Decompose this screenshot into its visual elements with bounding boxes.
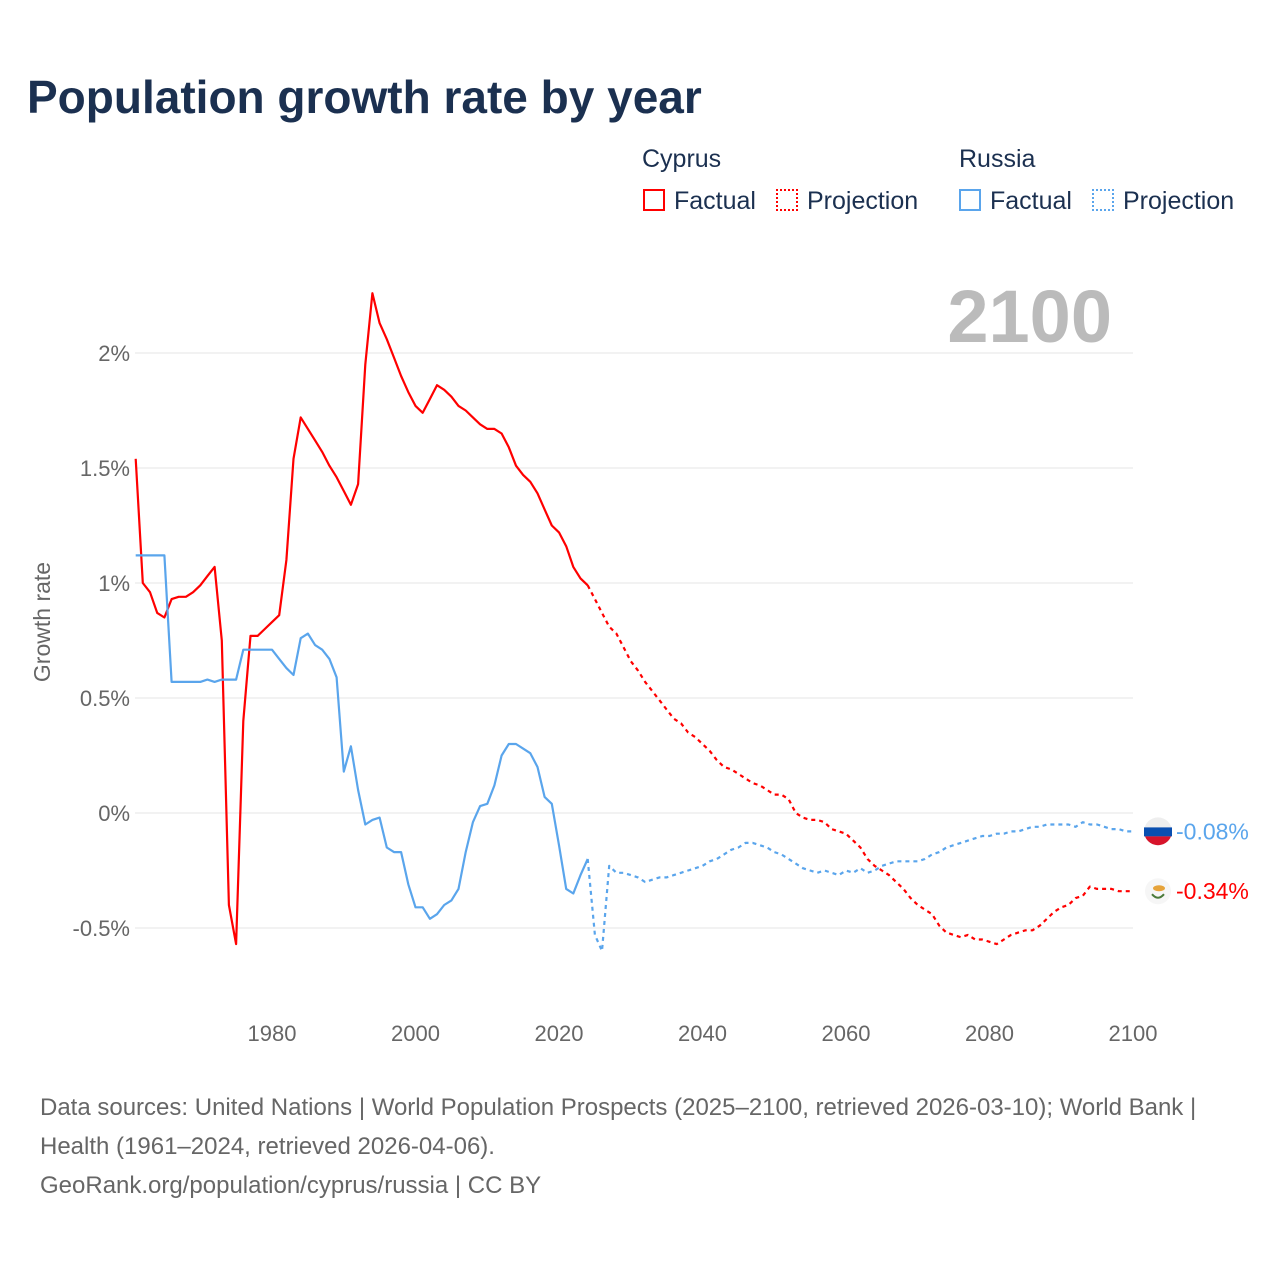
y-axis-label: Growth rate [29, 562, 55, 682]
x-tick-label: 2020 [535, 1021, 584, 1046]
x-tick-label: 2060 [822, 1021, 871, 1046]
legend-swatch-russia-projection [1092, 189, 1114, 211]
legend-cyprus-heading: Cyprus [642, 145, 722, 173]
y-tick-label: 0% [98, 801, 130, 826]
x-tick-label: 2080 [965, 1021, 1014, 1046]
x-tick-label: 1980 [248, 1021, 297, 1046]
plot-area: 2% 1.5% 1% 0.5% 0% -0.5% 1980 2000 2020 2040 2060 2… [29, 275, 1249, 1046]
legend-cyprus-factual[interactable]: Factual [674, 187, 756, 215]
x-tick-label: 2040 [678, 1021, 727, 1046]
series-line-cyprus-projection [586, 584, 1133, 946]
legend-swatch-russia-factual [959, 189, 981, 211]
chart-title: Population growth rate by year [27, 71, 702, 123]
data-sources: Data sources: United Nations | World Pop… [40, 1094, 1197, 1160]
cyprus-flag-icon [1145, 878, 1171, 905]
y-tick-label: 1% [98, 571, 130, 596]
y-tick-label: 1.5% [80, 456, 130, 481]
source-link[interactable]: GeoRank.org/population/cyprus/russia | C… [40, 1172, 542, 1199]
footer: Data sources: United Nations | World Pop… [40, 1088, 1240, 1205]
series-line-russia-factual [135, 554, 589, 920]
end-value-label-cyprus: -0.34% [1176, 878, 1249, 904]
y-tick-label: 2% [98, 341, 130, 366]
end-value-label-russia: -0.08% [1176, 818, 1249, 844]
x-tick-label: 2000 [391, 1021, 440, 1046]
legend-swatch-cyprus-projection [776, 189, 798, 211]
x-tick-label: 2100 [1109, 1021, 1158, 1046]
series-line-russia-projection [586, 821, 1133, 953]
series-line-cyprus-factual [134, 292, 589, 946]
legend-swatch-cyprus-factual [643, 189, 665, 211]
legend-cyprus-projection[interactable]: Projection [807, 187, 919, 215]
year-label: 2100 [947, 275, 1112, 358]
legend-russia-factual[interactable]: Factual [990, 187, 1072, 215]
y-tick-label: -0.5% [73, 916, 130, 941]
legend-russia-projection[interactable]: Projection [1123, 187, 1235, 215]
y-tick-label: 0.5% [80, 686, 130, 711]
legend-russia-heading: Russia [959, 145, 1036, 173]
